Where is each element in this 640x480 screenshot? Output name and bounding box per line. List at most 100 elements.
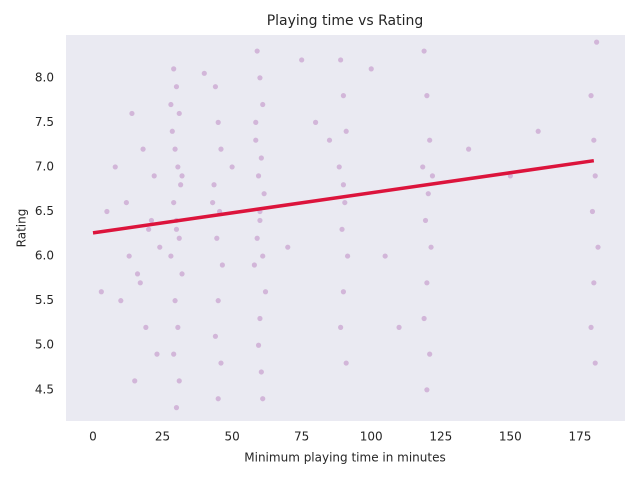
scatter-point <box>137 280 143 286</box>
scatter-point <box>212 84 219 90</box>
scatter-point <box>112 164 118 170</box>
scatter-point <box>428 244 434 250</box>
x-tick-label: 150 <box>499 430 522 444</box>
scatter-point <box>254 48 260 54</box>
scatter-point <box>422 217 429 224</box>
scatter-point <box>175 324 181 330</box>
scatter-point <box>340 93 347 99</box>
scatter-point <box>258 155 264 161</box>
scatter-point <box>382 253 388 259</box>
scatter-point <box>118 298 124 304</box>
scatter-point <box>229 164 235 170</box>
scatter-point <box>343 128 349 134</box>
scatter-point <box>255 173 262 179</box>
scatter-point <box>368 66 374 72</box>
scatter-point <box>210 199 216 206</box>
scatter-point <box>214 235 220 241</box>
scatter-point <box>344 253 351 259</box>
scatter-point <box>176 235 182 241</box>
scatter-point <box>257 315 263 322</box>
scatter-point <box>179 173 185 179</box>
scatter-point <box>157 244 163 250</box>
scatter-point <box>218 146 224 152</box>
scatter-point <box>168 101 174 108</box>
scatter-point <box>179 271 185 277</box>
y-tick-label: 7.5 <box>35 115 54 129</box>
scatter-point <box>424 387 430 393</box>
y-tick-label: 5.5 <box>35 293 54 307</box>
scatter-point <box>134 271 141 277</box>
scatter-point <box>594 39 600 45</box>
scatter-point <box>98 289 104 295</box>
scatter-point <box>421 315 427 322</box>
scatter-point <box>151 173 157 179</box>
scatter-point <box>215 396 221 402</box>
x-tick-label: 50 <box>224 430 239 444</box>
scatter-point <box>340 182 347 188</box>
scatter-point <box>132 378 138 384</box>
scatter-point <box>262 289 269 295</box>
scatter-point <box>589 208 596 215</box>
scatter-point <box>420 164 426 170</box>
scatter-point <box>260 101 266 108</box>
scatter-point <box>251 262 257 268</box>
scatter-point <box>258 369 264 375</box>
scatter-point <box>427 137 433 143</box>
scatter-point <box>171 66 177 72</box>
scatter-point <box>424 93 430 99</box>
scatter-point <box>326 137 333 143</box>
y-axis-label: Rating <box>15 209 29 248</box>
scatter-point <box>591 137 597 143</box>
y-tick-label: 8.0 <box>35 70 54 84</box>
x-tick-label: 125 <box>429 430 452 444</box>
scatter-point <box>148 217 155 224</box>
scatter-point <box>260 396 266 402</box>
scatter-point <box>257 217 263 224</box>
scatter-point <box>338 57 344 63</box>
scatter-point <box>219 262 225 268</box>
y-tick-label: 6.5 <box>35 204 54 218</box>
y-tick-label: 7.0 <box>35 159 54 173</box>
scatter-point <box>211 182 217 188</box>
scatter-point <box>591 280 597 286</box>
x-axis-label: Minimum playing time in minutes <box>244 451 445 465</box>
scatter-point <box>173 226 180 232</box>
scatter-point <box>172 146 178 152</box>
scatter-point <box>123 199 129 206</box>
scatter-point <box>215 119 221 125</box>
scatter-point <box>343 360 349 366</box>
scatter-point <box>218 360 224 366</box>
scatter-point <box>312 119 319 125</box>
scatter-point <box>260 253 266 259</box>
scatter-point <box>129 110 135 117</box>
scatter-point <box>173 405 180 411</box>
scatter-point <box>424 280 430 286</box>
scatter-point <box>172 298 178 304</box>
scatter-point <box>339 226 345 232</box>
scatter-point <box>592 360 598 366</box>
scatter-point <box>253 137 259 143</box>
scatter-point <box>143 324 149 330</box>
scatter-point <box>255 342 262 348</box>
scatter-point <box>169 128 175 134</box>
scatter-point <box>429 173 436 179</box>
scatter-point <box>146 226 152 232</box>
scatter-point <box>342 199 348 206</box>
scatter-point <box>253 119 259 125</box>
scatter-point <box>427 351 433 357</box>
scatter-point <box>201 70 207 76</box>
scatter-point <box>178 182 184 188</box>
y-tick-label: 6.0 <box>35 249 54 263</box>
scatter-point <box>215 298 221 304</box>
scatter-point <box>171 199 177 206</box>
scatter-point <box>340 289 347 295</box>
scatter-point <box>126 253 132 259</box>
scatter-point <box>338 324 344 330</box>
scatter-point <box>396 324 402 330</box>
scatter-point <box>140 146 146 152</box>
x-tick-label: 100 <box>360 430 383 444</box>
scatter-point <box>535 128 541 134</box>
scatter-point <box>173 84 180 90</box>
scatter-point <box>168 253 174 259</box>
